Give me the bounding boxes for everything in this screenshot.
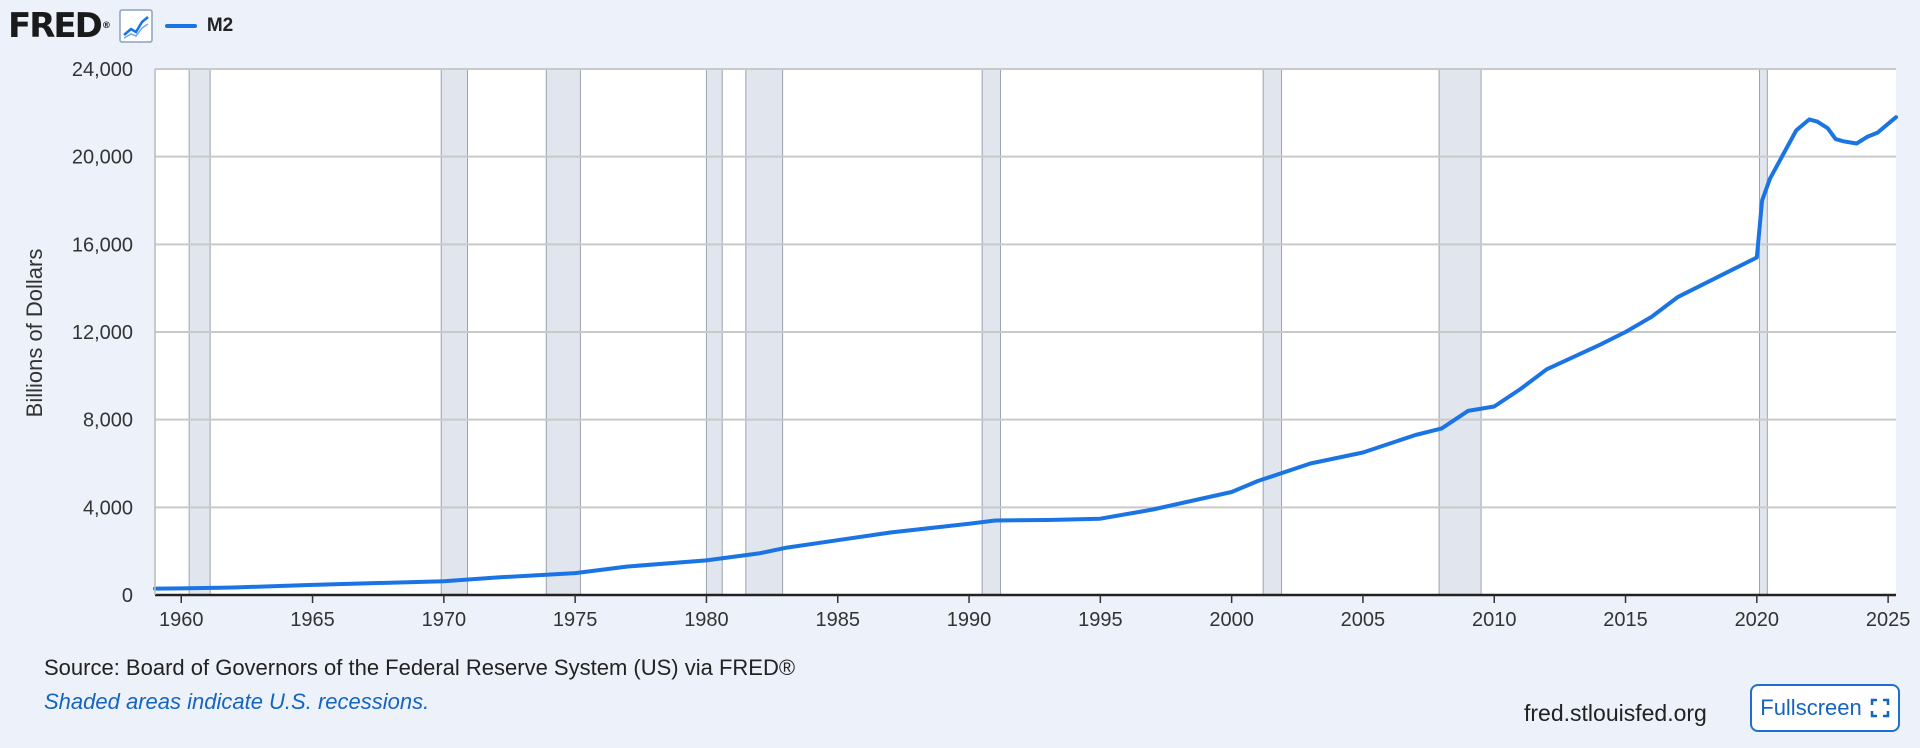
legend-swatch	[164, 24, 197, 28]
y-tick-label-12000: 12,000	[72, 322, 133, 344]
x-tick-label-2015: 2015	[1603, 609, 1648, 631]
y-tick-label-0: 0	[122, 585, 133, 607]
fred-logo[interactable]: FRED®	[8, 6, 111, 46]
x-tick-label-1995: 1995	[1078, 609, 1123, 631]
fullscreen-label: Fullscreen	[1760, 695, 1862, 720]
x-tick-label-2025: 2025	[1866, 609, 1911, 631]
x-tick-label-1985: 1985	[815, 609, 860, 631]
series-line-m2	[153, 115, 1898, 591]
source-note: Source: Board of Governors of the Federa…	[44, 655, 796, 680]
x-tick-label-1960: 1960	[159, 609, 204, 631]
x-tick-label-1975: 1975	[553, 609, 598, 631]
m2-line-chart: 0 4,000 8,000 12,000 16,000 20,000 24,000 1960…	[22, 59, 1911, 631]
x-tick-label-2020: 2020	[1735, 609, 1780, 631]
x-tick-label-1970: 1970	[422, 609, 467, 631]
chart-legend: M2	[164, 15, 234, 37]
x-tick-label-2010: 2010	[1472, 609, 1517, 631]
x-tick-label-1980: 1980	[684, 609, 729, 631]
y-tick-label-4000: 4,000	[83, 497, 133, 519]
expand-icon	[1870, 698, 1889, 718]
x-tick-label-1990: 1990	[947, 609, 992, 631]
registered-mark: ®	[101, 21, 111, 31]
legend-label-m2: M2	[206, 15, 234, 36]
y-tick-label-20000: 20,000	[72, 147, 133, 169]
y-tick-label-24000: 24,000	[72, 59, 133, 81]
recession-note: Shaded areas indicate U.S. recessions.	[44, 689, 430, 714]
x-tick-label-2005: 2005	[1341, 609, 1386, 631]
x-tick-label-2000: 2000	[1209, 609, 1254, 631]
fullscreen-button[interactable]: Fullscreen	[1750, 684, 1900, 732]
site-url[interactable]: fred.stlouisfed.org	[1524, 700, 1707, 726]
y-axis-label: Billions of Dollars	[22, 249, 47, 418]
chart-header: FRED® M2	[8, 6, 233, 46]
y-tick-label-16000: 16,000	[72, 234, 133, 256]
y-tick-label-8000: 8,000	[83, 410, 133, 432]
line-graph-icon[interactable]	[119, 9, 153, 43]
x-tick-label-1965: 1965	[290, 609, 335, 631]
